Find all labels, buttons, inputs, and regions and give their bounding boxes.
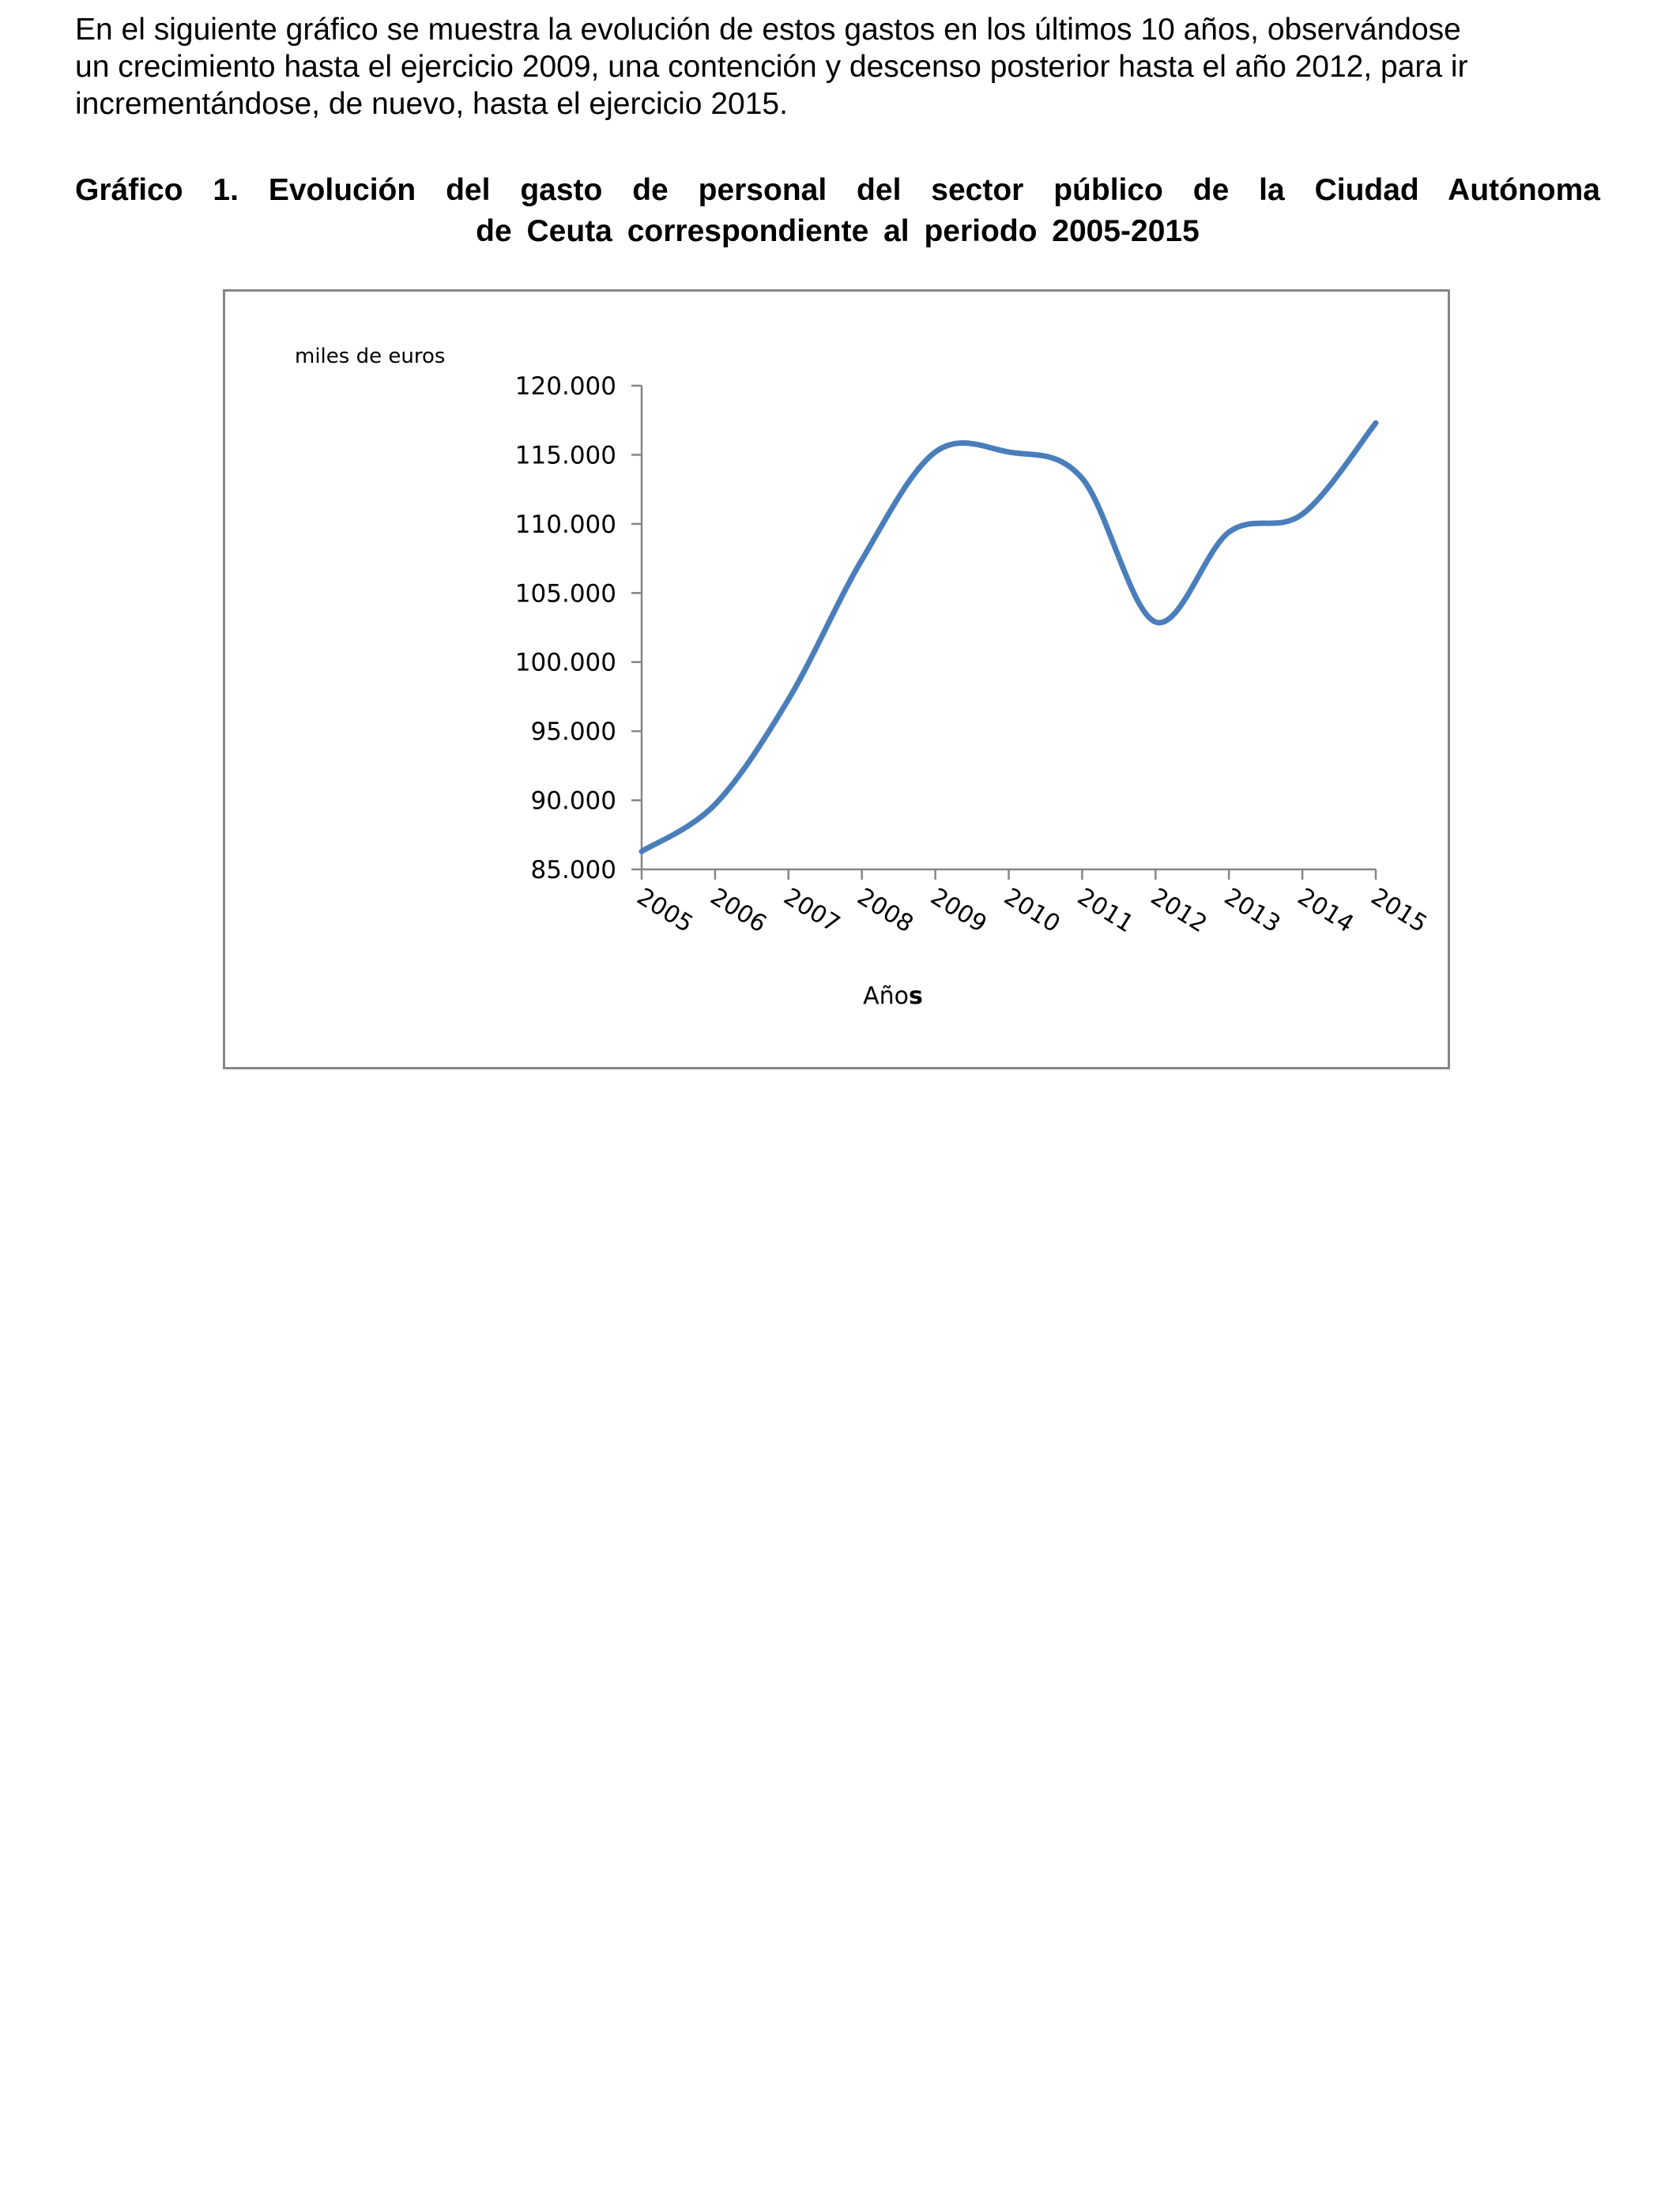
chart-frame: miles de euros 85.000 90.000 95.000 100.000… bbox=[223, 289, 1450, 1069]
x-axis-ticks: 2005 2006 2007 2008 2009 2010 2011 2012 2013 2014… bbox=[632, 869, 1432, 938]
y-tick-label: 85.000 bbox=[531, 856, 616, 884]
x-tick-label: 2014 bbox=[1293, 883, 1358, 938]
y-tick-label: 100.000 bbox=[515, 649, 616, 677]
intro-line-3: incrementándose, de nuevo, hasta el ejer… bbox=[75, 87, 788, 121]
caption-line-1-text: Evolución del gasto de personal del sect… bbox=[268, 173, 1600, 207]
caption-line-2: de Ceuta correspondiente al periodo 2005… bbox=[476, 214, 1200, 248]
x-axis-label: Años bbox=[863, 982, 923, 1010]
axes bbox=[640, 386, 1376, 871]
x-tick-label: 2006 bbox=[706, 883, 771, 938]
y-tick-label: 95.000 bbox=[531, 718, 616, 746]
series-line bbox=[638, 420, 1379, 854]
figure-caption: Gráfico 1. Evolución del gasto de person… bbox=[75, 170, 1600, 252]
series-group bbox=[638, 420, 1379, 854]
y-tick-label: 105.000 bbox=[515, 579, 616, 608]
x-axis-label-suffix: s bbox=[909, 982, 923, 1010]
x-tick-label: 2015 bbox=[1366, 883, 1432, 938]
intro-line-1: En el siguiente gráfico se muestra la ev… bbox=[75, 13, 1461, 47]
x-tick-label: 2012 bbox=[1146, 883, 1211, 938]
x-tick-label: 2007 bbox=[779, 883, 845, 938]
intro-paragraph: En el siguiente gráfico se muestra la ev… bbox=[75, 11, 1608, 123]
x-tick-label: 2011 bbox=[1072, 883, 1138, 938]
caption-line-1: Gráfico 1. Evolución del gasto de person… bbox=[75, 170, 1600, 211]
y-tick-label: 110.000 bbox=[515, 511, 616, 539]
y-axis-ticks: 85.000 90.000 95.000 100.000 105.000 110.000 1… bbox=[515, 372, 642, 884]
x-tick-label: 2005 bbox=[632, 883, 698, 938]
y-tick-label: 90.000 bbox=[531, 787, 616, 816]
x-axis-label-main: Año bbox=[863, 982, 909, 1010]
caption-lead: Gráfico 1. bbox=[75, 173, 239, 207]
x-tick-label: 2010 bbox=[999, 883, 1064, 938]
y-tick-label: 115.000 bbox=[515, 441, 616, 469]
x-tick-label: 2009 bbox=[925, 883, 991, 938]
y-axis-label: miles de euros bbox=[295, 345, 445, 368]
line-chart: miles de euros 85.000 90.000 95.000 100.000… bbox=[295, 345, 1432, 1010]
x-tick-label: 2013 bbox=[1219, 883, 1285, 938]
intro-line-2: un crecimiento hasta el ejercicio 2009, … bbox=[75, 50, 1468, 84]
x-tick-label: 2008 bbox=[852, 883, 917, 938]
y-tick-label: 120.000 bbox=[515, 372, 616, 401]
